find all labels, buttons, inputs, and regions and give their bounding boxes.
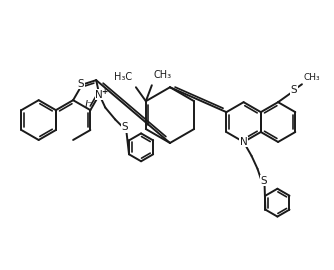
- Text: I⁻: I⁻: [85, 100, 94, 110]
- Text: H₃C: H₃C: [114, 72, 132, 82]
- Text: CH₃: CH₃: [304, 73, 321, 82]
- Text: S: S: [78, 79, 85, 89]
- Text: N: N: [240, 137, 247, 147]
- Text: N: N: [96, 90, 103, 100]
- Text: CH₃: CH₃: [154, 70, 172, 80]
- Text: +: +: [101, 87, 108, 96]
- Text: S: S: [260, 176, 267, 186]
- Text: S: S: [122, 123, 129, 133]
- Text: S: S: [291, 85, 297, 95]
